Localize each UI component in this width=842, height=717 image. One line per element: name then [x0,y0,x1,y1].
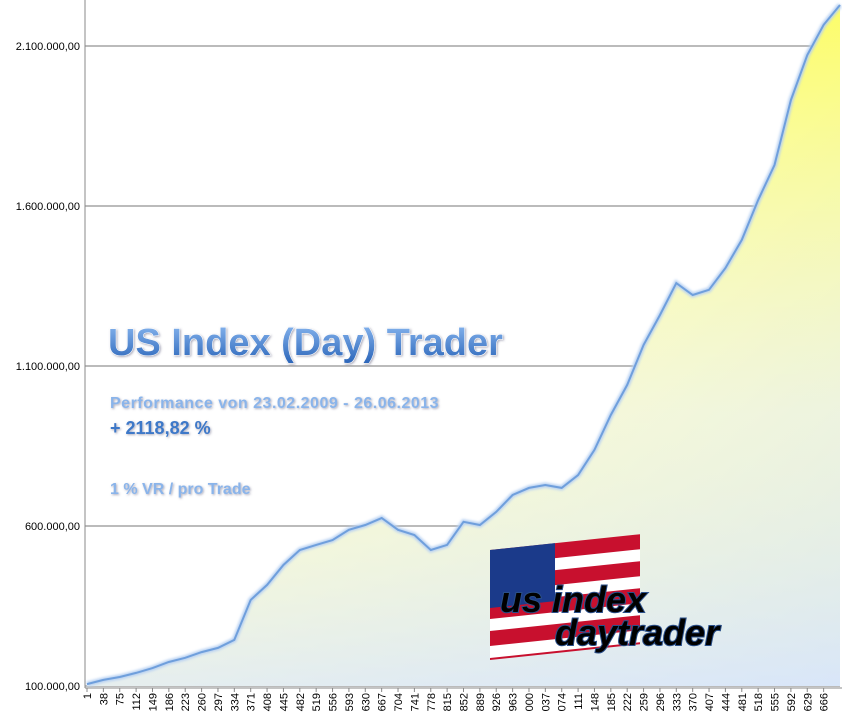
x-tick-label: 445 [278,693,290,711]
x-tick-label: 186 [164,693,176,711]
x-tick-label: 334 [229,693,241,711]
x-tick-label: 666 [819,693,831,711]
x-tick-label: 481 [737,693,749,711]
x-tick-label: 593 [344,693,356,711]
x-tick-label: 370 [688,693,700,711]
x-tick-label: 38 [98,693,110,705]
x-tick-label: 185 [606,693,618,711]
plot [86,3,842,687]
x-tick-label: 407 [704,693,716,711]
x-tick-label: 482 [295,693,307,711]
area-shade [87,5,840,686]
y-tick-label: 1.100.000,00 [16,361,80,373]
x-tick-label: 444 [720,693,732,711]
x-tick-label: 852 [459,693,471,711]
chart-subtitle: Performance von 23.02.2009 - 26.06.2013 [110,395,439,412]
x-tick-label: 074 [557,693,569,711]
x-tick-label: 630 [360,693,372,711]
x-tick-label: 75 [115,693,127,705]
x-tick-label: 556 [328,693,340,711]
logo: us index daytrader [490,534,722,660]
x-tick-label: 592 [786,693,798,711]
x-tick-label: 260 [197,693,209,711]
x-tick-label: 815 [442,693,454,711]
line [86,4,841,686]
y-tick-label: 1.600.000,00 [16,201,80,213]
x-tick-label: 371 [246,693,258,711]
logo-text: daytrader [555,612,721,653]
x-tick-label: 112 [131,693,143,711]
x-tick-label: 148 [589,693,601,711]
x-tick-label: 519 [311,693,323,711]
x-tick-label: 926 [491,693,503,711]
x-tick-label: 667 [377,693,389,711]
x-tick-label: 408 [262,693,274,711]
logo-text: us index [500,579,648,620]
y-tick-label: 100.000,00 [25,681,80,693]
x-tick-label: 222 [622,693,634,711]
x-tick-label: 259 [639,693,651,711]
annotation: 1 % VR / pro Trade [110,481,251,498]
x-tick-label: 223 [180,693,192,711]
x-tick-label: 297 [213,693,225,711]
x-tick-label: 149 [147,693,159,711]
x-tick-label: 889 [475,693,487,711]
x-tick-label: 778 [426,693,438,711]
chart-title: US Index (Day) Trader [108,322,503,364]
x-tick-label: 629 [802,693,814,711]
x-tick-label: 037 [540,693,552,711]
x-tick-label: 555 [770,693,782,711]
x-tick-label: 704 [393,693,405,711]
y-tick-label: 2.100.000,00 [16,41,80,53]
x-tick-label: 111 [573,693,585,710]
x-tick-label: 296 [655,693,667,711]
y-tick-label: 600.000,00 [25,521,80,533]
annotation: + 2118,82 % [110,418,211,438]
x-tick-label: 518 [753,693,765,711]
x-tick-label: 963 [508,693,520,711]
x-tick-label: 1 [82,693,94,699]
x-tick-label: 000 [524,693,536,711]
x-tick-label: 333 [671,693,683,711]
x-tick-label: 741 [409,693,421,711]
